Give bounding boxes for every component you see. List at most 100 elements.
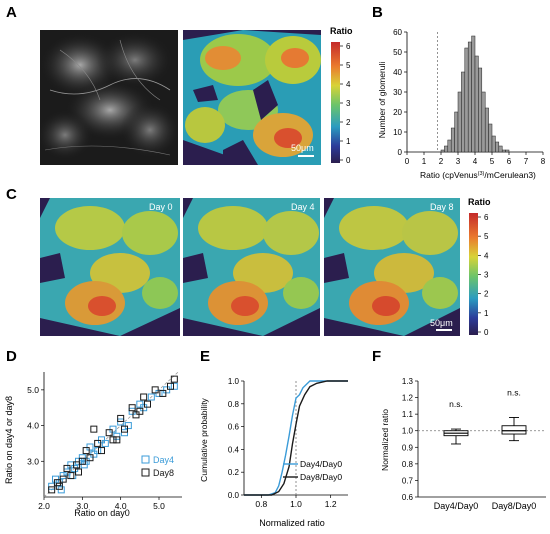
x-tick-label: 3	[456, 157, 461, 166]
scatter-point	[155, 389, 163, 397]
scatter-point	[163, 386, 171, 394]
x-tick-label: 1	[422, 157, 427, 166]
colorbar-tick-label: 6	[484, 213, 489, 222]
y-tick-label: 0.6	[228, 423, 240, 432]
histogram-bar	[505, 149, 510, 153]
histogram-bar	[484, 107, 489, 153]
colorbar-tick-label: 6	[346, 42, 351, 51]
y-tick-label: 40	[393, 68, 402, 77]
colorbar-tick-label: 4	[484, 251, 489, 260]
scatter-point	[170, 382, 178, 390]
grayscale-micrograph	[40, 30, 178, 165]
y-tick-label: 1.0	[228, 377, 240, 386]
scatter-point	[94, 447, 102, 455]
x-tick-label: 8	[541, 157, 546, 166]
y-tick-label: 1.2	[402, 394, 414, 403]
histogram-bar	[491, 135, 496, 153]
scatter-point	[59, 475, 67, 483]
scatter-point	[121, 425, 128, 433]
y-tick-label: 1.1	[402, 410, 414, 419]
x-tick-label: Day8/Day0	[492, 501, 537, 511]
scatter-point	[159, 389, 167, 397]
colorbar-tick-label: 1	[484, 309, 489, 318]
histogram-bar	[495, 141, 500, 153]
colorbar-c	[469, 213, 478, 335]
colorbar-tick-label: 1	[346, 137, 351, 146]
y-tick-label: 0.8	[402, 460, 414, 469]
cumulative-xlabel: Normalized ratio	[259, 518, 325, 528]
y-tick-label: 60	[393, 28, 402, 37]
x-tick-label: 0.8	[255, 499, 267, 509]
colorbar-title-c: Ratio	[468, 197, 491, 207]
x-tick-label: 7	[524, 157, 529, 166]
legend-marker	[141, 468, 150, 477]
y-tick-label: 1.0	[402, 427, 414, 436]
scatter-point	[78, 457, 86, 465]
x-tick-label: 1.0	[290, 499, 302, 509]
ratio-micrograph	[183, 30, 321, 165]
ratio-micrograph-day8	[324, 198, 460, 336]
legend-label: Day8	[153, 468, 174, 478]
x-tick-label: 1.2	[325, 499, 337, 509]
scatter-point	[78, 454, 86, 462]
histogram-bar	[450, 127, 455, 153]
x-tick-label: 2.0	[38, 501, 50, 511]
histogram-bar	[454, 111, 459, 153]
y-tick-label: 4.0	[27, 421, 39, 431]
scatter-point	[63, 464, 71, 472]
scatter-point	[113, 432, 121, 440]
scatter-point	[82, 447, 90, 455]
histogram-bar	[474, 55, 479, 153]
x-tick-label: 0	[405, 157, 410, 166]
scatter-point	[55, 482, 63, 490]
scatter-point	[82, 457, 90, 465]
y-tick-label: 1.3	[402, 377, 414, 386]
histogram-bar	[444, 145, 449, 153]
y-tick-label: 3.0	[27, 456, 39, 466]
significance-label: n.s.	[507, 387, 521, 397]
scatter-point	[52, 475, 59, 483]
scatter-point	[75, 468, 82, 476]
scatter-xlabel: Ratio on day0	[74, 508, 130, 518]
scatter-point	[147, 393, 155, 401]
scatter-point	[63, 468, 71, 476]
scatter-point	[67, 472, 75, 480]
scatter-point	[136, 407, 144, 415]
scatter-point	[136, 400, 144, 408]
colorbar-a	[331, 42, 340, 163]
histogram-chart: 0 1 2 3 4 5 6 7 8 0 10 20 30 40 50 60	[393, 28, 546, 166]
histogram-xlabel: Ratio (cpVenus(3)/mCerulean3)	[420, 170, 536, 180]
scatter-point	[170, 375, 178, 383]
scatter-point	[117, 414, 125, 422]
y-tick-label: 0.7	[402, 476, 414, 485]
histogram-bar	[488, 123, 493, 153]
histogram-bar	[457, 91, 462, 153]
scatter-point	[109, 425, 117, 433]
scatter-point	[124, 422, 132, 430]
scatter-point	[86, 454, 94, 462]
day-label-4: Day 4	[291, 202, 315, 212]
histogram-bar	[501, 149, 506, 153]
colorbar-tick-label: 3	[484, 271, 489, 280]
y-tick-label: 0.6	[402, 493, 414, 502]
scalebar-a	[298, 155, 314, 157]
scatter-ylabel: Ratio on day4 or day8	[4, 396, 14, 484]
scatter-point	[48, 486, 56, 494]
box-ylabel: Normalized ratio	[380, 409, 390, 471]
y-tick-label: 0.4	[228, 445, 240, 454]
x-tick-label: 5.0	[153, 501, 165, 511]
scatter-point	[48, 482, 56, 490]
scatter-point	[94, 439, 102, 447]
y-tick-label: 20	[393, 108, 402, 117]
histogram-bar	[447, 139, 452, 153]
legend-label: Day4	[153, 455, 174, 465]
y-tick-label: 0	[398, 148, 403, 157]
ratio-micrograph-day0	[40, 198, 180, 336]
scatter-point	[71, 464, 79, 472]
y-tick-label: 50	[393, 48, 402, 57]
legend-marker	[141, 455, 150, 464]
colorbar-tick-label: 4	[346, 80, 351, 89]
scatter-point	[98, 436, 105, 444]
scalebar-c	[436, 329, 452, 331]
scatter-point	[53, 479, 61, 487]
